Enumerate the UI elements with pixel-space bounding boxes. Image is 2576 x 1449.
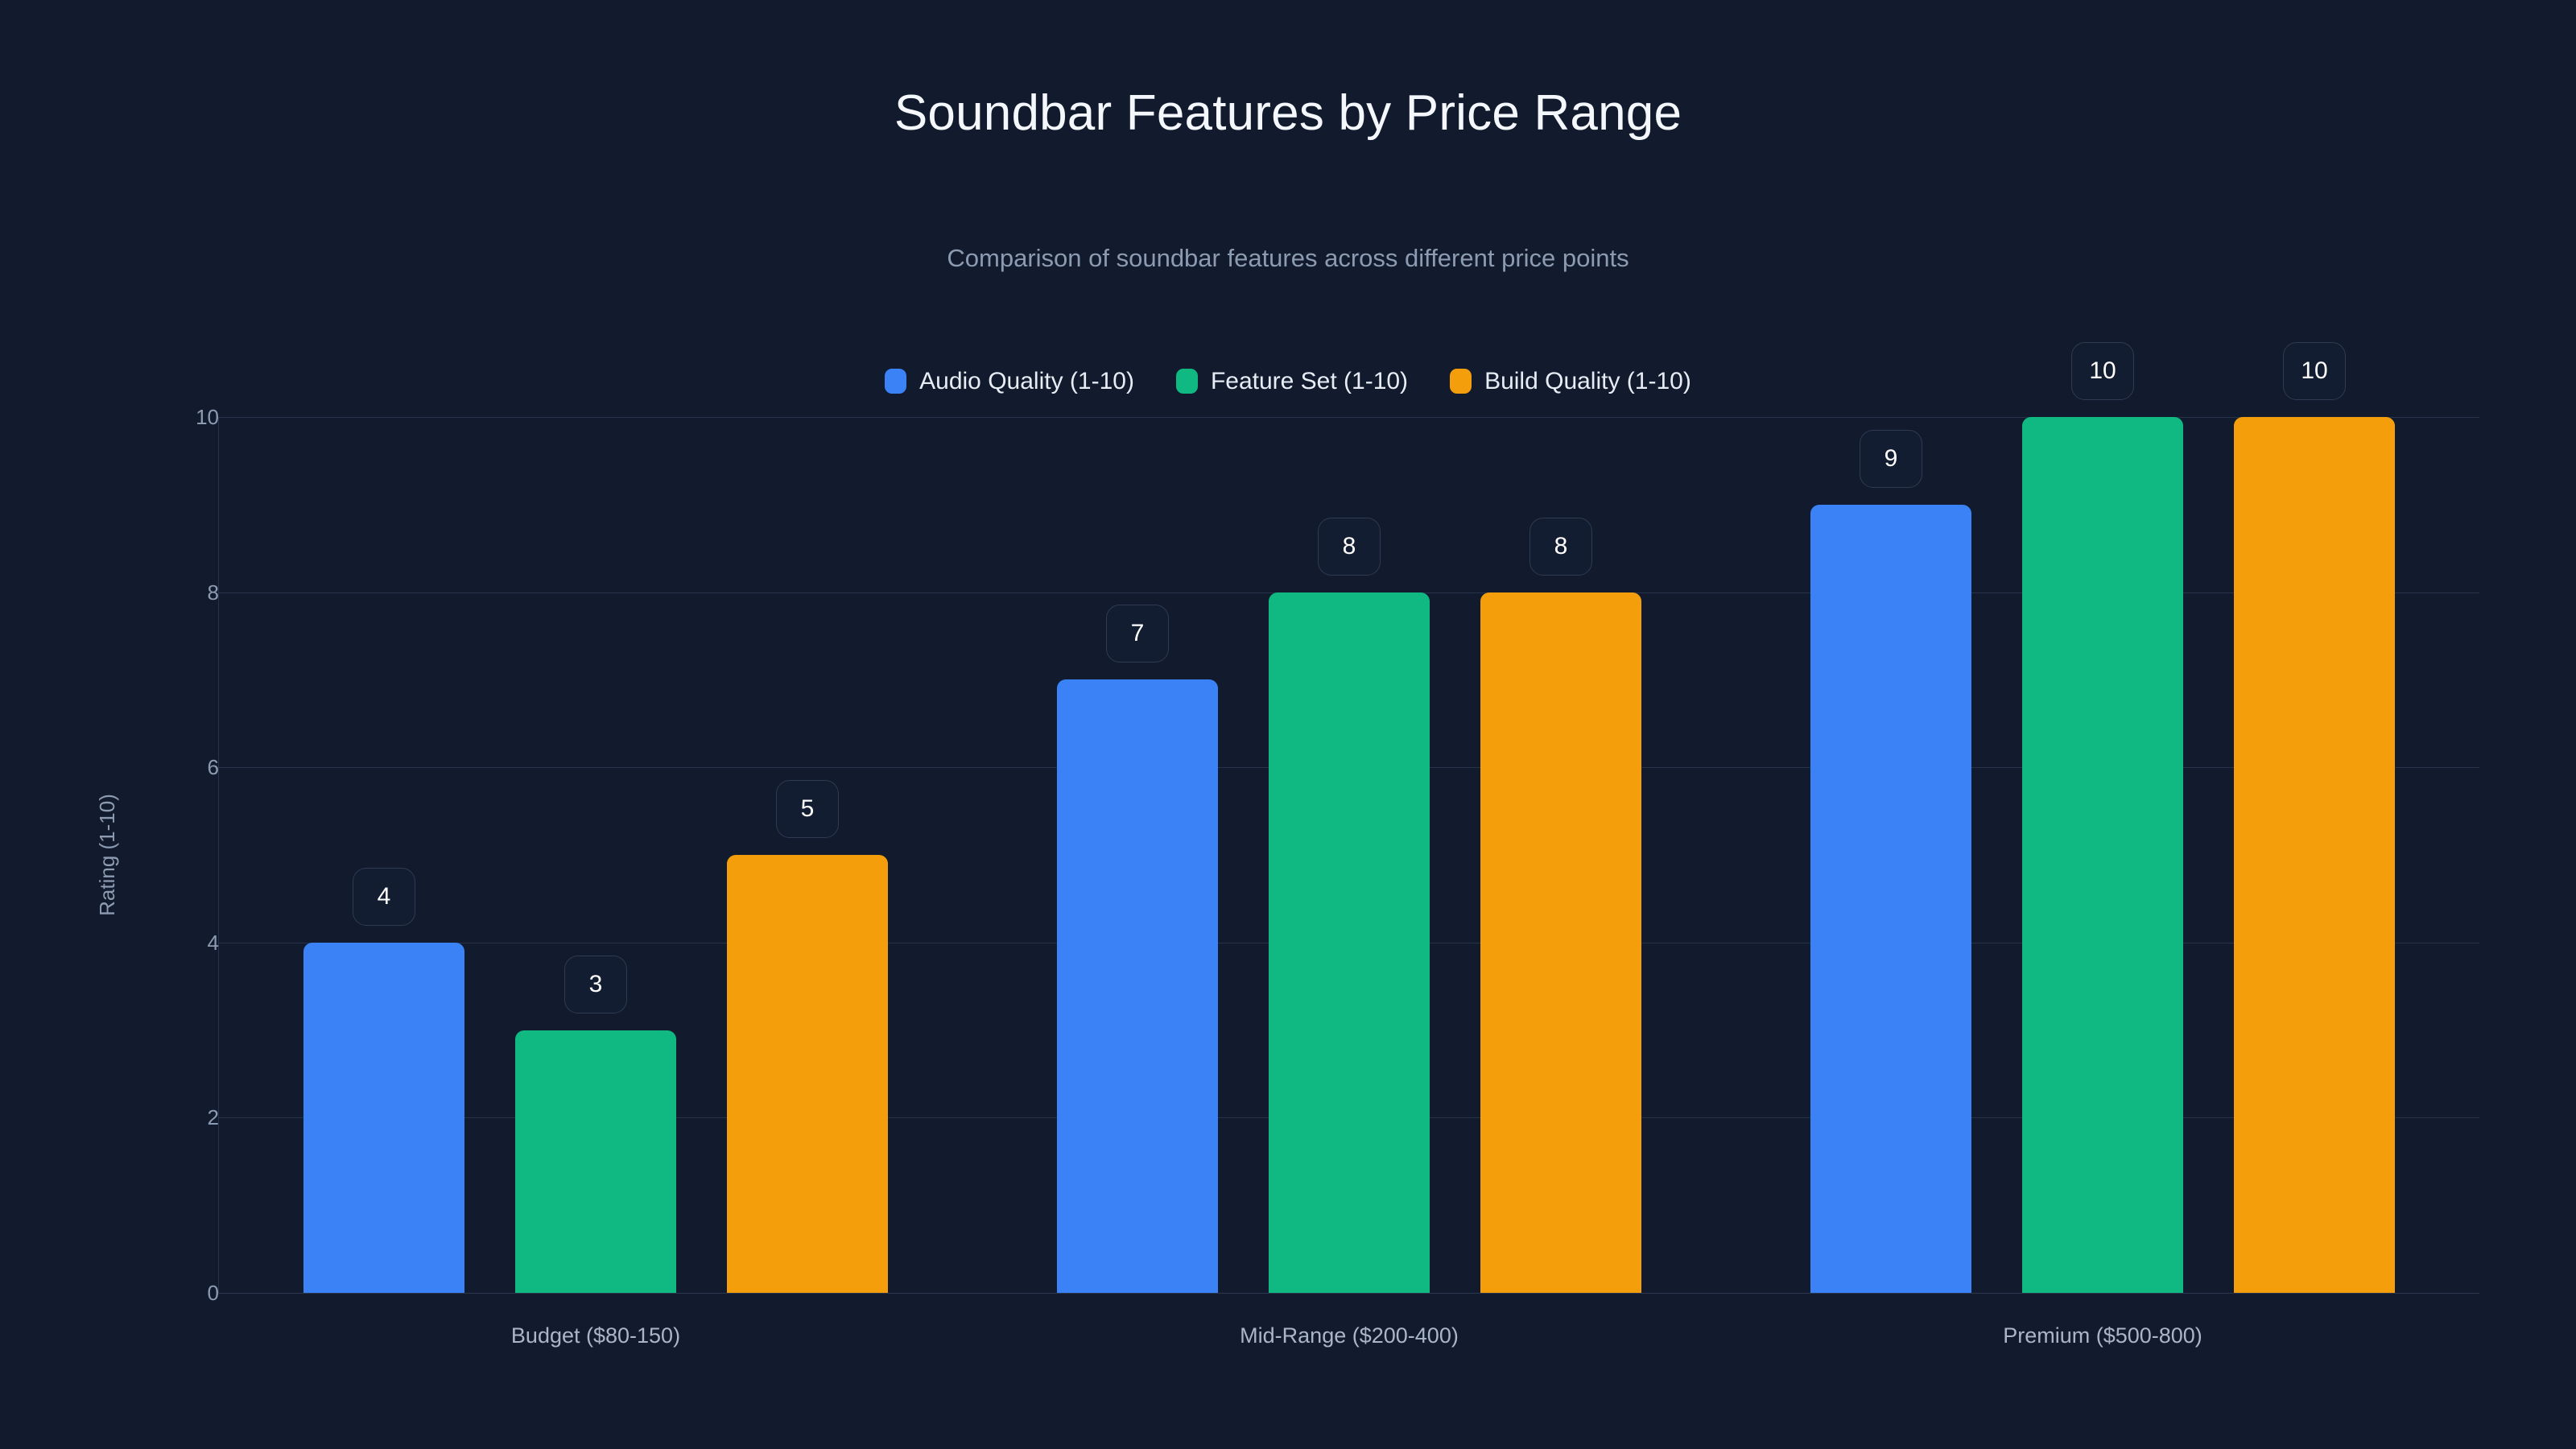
y-axis-tick-label: 6 [207,755,219,780]
y-axis-tick-label: 8 [207,580,219,605]
chart-subtitle: Comparison of soundbar features across d… [947,244,1629,272]
bar-value-label: 8 [1318,517,1381,576]
bar[interactable] [2022,417,2183,1293]
y-axis-title: Rating (1-10) [95,794,119,916]
legend-item[interactable]: Feature Set (1-10) [1175,367,1409,394]
x-axis-category-label: Mid-Range ($200-400) [1240,1323,1459,1348]
bar-value-label: 7 [1106,605,1169,663]
legend-item[interactable]: Audio Quality (1-10) [885,369,1134,394]
bar-value-label: 9 [1860,429,1922,488]
legend-item-label: Build Quality (1-10) [1484,367,1691,394]
bar[interactable] [727,855,888,1293]
bar-value-label: 10 [2071,342,2134,400]
bar-value-label: 5 [776,780,839,838]
bar[interactable] [1810,504,1971,1293]
legend-item[interactable]: Build Quality (1-10) [1450,369,1691,394]
bar[interactable] [2234,417,2395,1293]
legend-swatch-icon [885,369,907,394]
y-axis-tick-label: 4 [207,930,219,955]
y-axis-line [218,417,219,1293]
y-axis-tick-label: 0 [207,1281,219,1305]
bar[interactable] [1057,679,1218,1293]
bar[interactable] [515,1030,676,1293]
plot-area: 0 2 4 6 8 10 4 3 5 7 8 8 9 10 10 [196,342,2479,1303]
x-axis-category-label: Budget ($80-150) [510,1323,681,1348]
bar-value-label: 4 [353,867,415,926]
bar[interactable] [303,942,464,1293]
chart-legend: Audio Quality (1-10) Feature Set (1-10) Bu… [0,369,2576,394]
bar-value-label: 10 [2283,342,2346,400]
bar[interactable] [1480,592,1641,1293]
legend-swatch-icon [1450,369,1472,394]
legend-item-label: Feature Set (1-10) [1210,367,1409,394]
legend-swatch-icon [1175,369,1198,394]
bar-value-label: 3 [564,955,627,1013]
legend-item-label: Audio Quality (1-10) [919,367,1134,394]
bar[interactable] [1269,592,1430,1293]
y-axis-tick-label: 2 [207,1105,219,1130]
bar-value-label: 8 [1530,517,1592,576]
gridline [219,417,2479,418]
x-axis-category-label: Premium ($500-800) [2003,1323,2202,1348]
chart-title: Soundbar Features by Price Range [894,85,1682,141]
x-axis-line [218,1293,2479,1294]
y-axis-tick-label: 10 [196,405,219,429]
